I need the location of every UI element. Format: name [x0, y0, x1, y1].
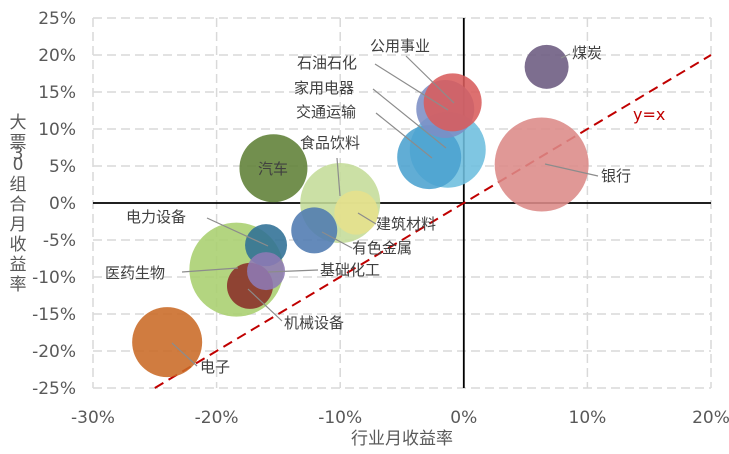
- bubble-label: 机械设备: [284, 314, 344, 332]
- bubble-point: [524, 44, 569, 89]
- bubble-label: 食品饮料: [300, 134, 360, 152]
- leader-line: [374, 63, 449, 111]
- bubble-label: 公用事业: [370, 37, 430, 55]
- x-tick-label: -10%: [318, 408, 362, 428]
- x-tick-label: 10%: [569, 408, 607, 428]
- bubble-point: [239, 134, 308, 203]
- bubble-label: 汽车: [258, 160, 288, 178]
- bubble-label: 石油石化: [297, 54, 357, 72]
- x-tick-label: 20%: [692, 408, 729, 428]
- bubble-label: 煤炭: [572, 44, 602, 62]
- y-axis-title-char: 票: [10, 133, 27, 153]
- y-axis-title-char: 率: [10, 275, 27, 295]
- bubble-point: [397, 125, 462, 190]
- reference-line-y-eq-x: [154, 54, 712, 389]
- y-axis-title-char: 月: [10, 215, 27, 235]
- leader-line: [375, 112, 433, 159]
- y-tick-label: 5%: [49, 157, 76, 177]
- y-axis-title-char: 0: [13, 155, 24, 175]
- y-axis-title-char: 收: [10, 235, 27, 255]
- y-tick-label: 10%: [38, 120, 76, 140]
- reference-line-layer: y=x: [154, 54, 712, 389]
- bubble-label: 银行: [601, 167, 631, 185]
- reference-line-label: y=x: [633, 105, 665, 124]
- leader-line-layer: [171, 53, 599, 367]
- y-tick-label: 20%: [38, 46, 76, 66]
- y-axis-title-char: 合: [10, 195, 27, 215]
- y-tick-label: 0%: [49, 194, 76, 214]
- y-axis-title-char: 益: [10, 255, 27, 275]
- bubble-layer: [132, 44, 589, 378]
- bubble-label: 家用电器: [294, 79, 354, 97]
- leader-line: [206, 217, 269, 247]
- leader-line: [405, 55, 455, 104]
- bubble-label: 电力设备: [126, 208, 186, 226]
- x-tick-label: 0%: [450, 408, 477, 428]
- bubble-point: [291, 207, 338, 254]
- y-tick-label: 25%: [38, 9, 76, 29]
- y-tick-label: -10%: [32, 268, 76, 288]
- y-tick-label: -25%: [32, 379, 76, 399]
- leader-line: [336, 157, 341, 197]
- leader-line: [171, 342, 198, 367]
- y-axis-title-char: 大: [10, 113, 27, 133]
- bubble-label: 建筑材料: [376, 215, 436, 233]
- leader-line: [544, 163, 599, 177]
- leader-line: [247, 288, 283, 322]
- y-axis-title-char: 3: [13, 144, 24, 164]
- y-axis-title: 大票 3 0 组合月收益率: [10, 113, 27, 295]
- leader-line: [357, 212, 377, 225]
- leader-line: [321, 231, 353, 249]
- bubble-label: 基础化工: [320, 261, 380, 279]
- leader-line: [560, 53, 571, 59]
- bubble-point: [132, 307, 203, 378]
- x-tick-label: -20%: [195, 408, 239, 428]
- bubble-point: [334, 190, 379, 235]
- bubble-label: 交通运输: [296, 103, 356, 121]
- x-axis-title: 行业月收益率: [351, 429, 453, 449]
- x-tick-label: -30%: [71, 408, 115, 428]
- leader-line: [267, 269, 319, 273]
- leader-line: [181, 267, 239, 273]
- tick-label-layer: -30% -20% -10% 0% 10% 20% -25% -20% -15% -10% -5% 0…: [32, 9, 729, 428]
- bubble-point: [494, 117, 589, 212]
- bubble-label: 电子: [200, 358, 230, 376]
- y-axis-title-char: 组: [10, 175, 27, 195]
- leader-line: [372, 88, 447, 149]
- y-tick-label: -15%: [32, 305, 76, 325]
- y-tick-label: -5%: [43, 231, 76, 251]
- bubble-label: 医药生物: [105, 264, 165, 282]
- y-tick-label: 15%: [38, 83, 76, 103]
- bubble-label: 有色金属: [352, 239, 412, 257]
- bubble-point: [247, 252, 286, 291]
- y-tick-label: -20%: [32, 342, 76, 362]
